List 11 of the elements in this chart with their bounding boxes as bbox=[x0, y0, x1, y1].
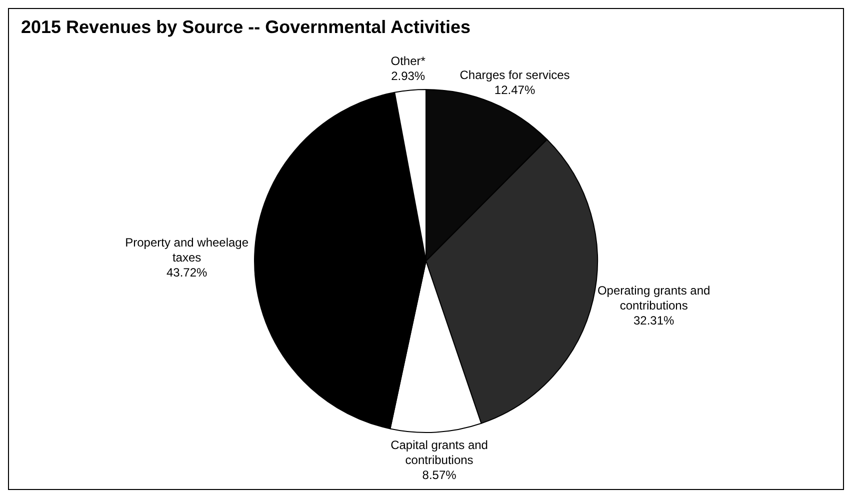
slice-label: Property and wheelage taxes bbox=[125, 236, 249, 265]
data-label: 12.47% bbox=[494, 82, 536, 97]
slice-label: Capital grants and contributions bbox=[390, 438, 488, 467]
data-label: 43.72% bbox=[166, 266, 208, 280]
slice-label: Operating grants and contributions bbox=[597, 283, 710, 312]
slice-label: Other* bbox=[390, 54, 426, 68]
chart-title: 2015 Revenues by Source -- Governmental Activities bbox=[20, 16, 472, 39]
slice-label: Charges for services bbox=[460, 68, 570, 82]
data-label: 2.93% bbox=[391, 69, 426, 84]
data-label: 8.57% bbox=[422, 468, 457, 482]
data-label: 32.31% bbox=[633, 313, 675, 328]
